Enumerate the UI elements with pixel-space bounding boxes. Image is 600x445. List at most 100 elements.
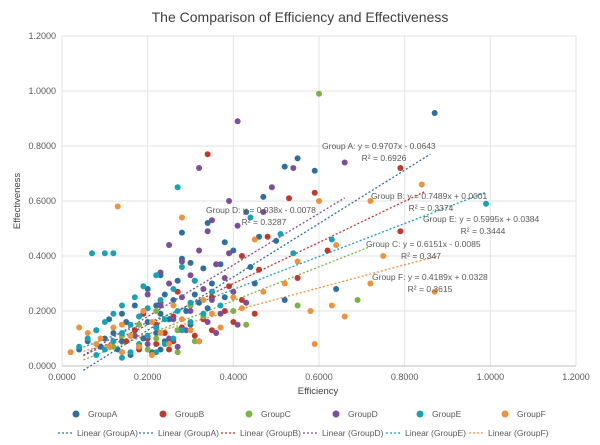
point-groupf [380, 253, 387, 259]
point-groupf [333, 242, 340, 248]
point-groupd [178, 258, 185, 265]
equation-labels: Group A: y = 0.9707x - 0.0643 R² = 0.6926… [206, 141, 540, 294]
x-axis-title: Efficiency [298, 386, 339, 397]
point-groupb [131, 327, 138, 334]
point-groupf [367, 198, 374, 204]
point-groupd [131, 332, 138, 339]
legend-label: GroupC [261, 409, 291, 419]
point-groupa [157, 346, 164, 353]
point-groupd [208, 297, 215, 303]
point-groupf [200, 297, 207, 303]
point-groupa [200, 265, 207, 272]
point-groupc [174, 327, 181, 334]
point-groupd [341, 159, 348, 166]
point-groupd [196, 165, 203, 171]
point-groupc [354, 297, 361, 303]
y-axis-title: Effectiveness [12, 173, 23, 230]
point-groupd [166, 242, 173, 248]
point-groupd [230, 288, 237, 295]
point-groupa [166, 316, 173, 323]
point-groupa [204, 305, 211, 312]
legend-line-label: Linear (GroupE) [405, 428, 466, 438]
chart-title: The Comparison of Efficiency and Effecti… [152, 9, 449, 25]
point-groupa [153, 330, 160, 336]
point-groupe [118, 302, 125, 309]
y-tick-label: 0.4000 [28, 251, 56, 261]
point-groupd [213, 330, 220, 336]
point-groupe [170, 286, 177, 292]
data-points [67, 90, 490, 361]
point-groupb [230, 319, 237, 325]
point-groupe [144, 332, 151, 339]
point-groupc [316, 90, 322, 97]
point-groupe [290, 250, 297, 257]
point-groupa [183, 308, 190, 314]
y-tick-label: 0.8000 [28, 141, 56, 151]
point-groupa [294, 155, 301, 162]
point-groupf [196, 338, 203, 345]
point-groupb [238, 297, 245, 303]
point-groupa [123, 319, 130, 325]
point-groupc [191, 338, 198, 345]
point-groupb [174, 288, 181, 295]
point-groupb [256, 266, 263, 273]
point-groupd [183, 327, 190, 334]
point-groupa [221, 294, 228, 301]
x-tick-label: 0.0000 [48, 372, 76, 382]
point-groupd [196, 247, 203, 254]
point-groupd [234, 321, 241, 328]
point-groupa [260, 193, 267, 200]
point-groupb [311, 189, 318, 196]
point-groupa [170, 297, 177, 303]
point-groupe [88, 250, 95, 257]
point-groupd [290, 165, 297, 171]
point-groupd [226, 198, 233, 204]
point-groupe [178, 264, 185, 270]
point-groupa [118, 338, 125, 345]
point-groupf [170, 302, 177, 309]
legend-label: GroupE [432, 409, 462, 419]
point-groupa [208, 280, 215, 287]
point-groupa [204, 220, 211, 226]
point-groupb [264, 233, 271, 240]
point-groupa [187, 259, 194, 266]
x-tick-label: 1.0000 [477, 372, 505, 382]
equation-label: Group C: y = 0.6151x - 0.0085 [366, 239, 481, 249]
r-squared-label: R² = 0.3287 [242, 217, 287, 227]
point-groupf [328, 302, 335, 309]
legend-marker-groupc [245, 410, 253, 418]
point-groupd [213, 261, 220, 268]
point-groupf [136, 343, 143, 350]
point-groupb [208, 327, 215, 334]
point-groupc [144, 346, 151, 353]
point-groupb [123, 338, 130, 345]
point-groupa [247, 264, 254, 270]
point-groupc [153, 335, 160, 342]
point-groupf [106, 343, 113, 350]
point-groupd [166, 335, 173, 342]
point-groupa [106, 316, 113, 323]
point-groupa [221, 239, 228, 246]
point-groupd [174, 343, 181, 350]
point-groupa [178, 229, 185, 236]
point-groupe [157, 297, 164, 303]
y-tick-label: 0.0000 [28, 361, 56, 371]
point-groupe [84, 335, 91, 342]
legend-line-label: Linear (GroupF) [488, 428, 549, 438]
point-groupe [136, 313, 143, 320]
point-groupa [110, 330, 117, 336]
point-groupe [200, 310, 207, 317]
point-groupe [328, 236, 335, 243]
legend-line-label: Linear (GroupA) [158, 428, 219, 438]
point-groupa [196, 299, 203, 306]
point-groupa [161, 291, 168, 298]
legend-line-label: Linear (GroupD) [322, 428, 384, 438]
trendline-groupd [83, 197, 346, 356]
legend-label: GroupD [348, 409, 378, 419]
y-tick-label: 1.0000 [28, 86, 56, 96]
point-groupa [118, 310, 125, 317]
point-groupa [191, 291, 198, 298]
point-groupf [157, 330, 164, 336]
point-groupf [418, 181, 425, 188]
